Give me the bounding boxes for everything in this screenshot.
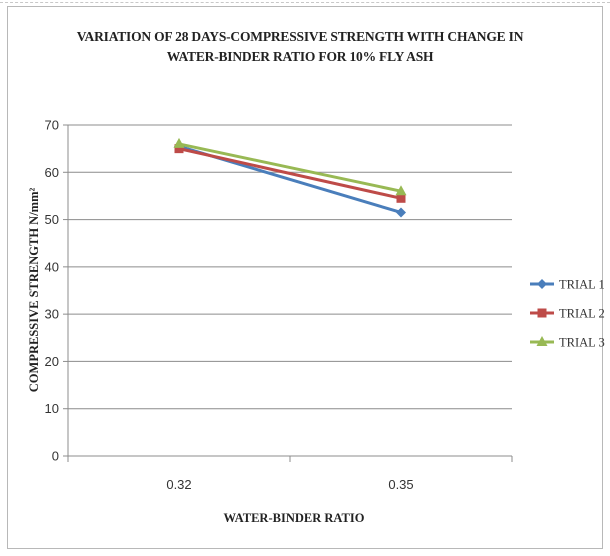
series-trial-3: [173, 137, 407, 196]
legend-label: TRIAL 1: [559, 278, 605, 292]
data-point: [173, 137, 185, 148]
legend-swatch-marker: [537, 279, 547, 289]
axes: [63, 124, 513, 462]
series-line: [178, 147, 402, 200]
legend-swatch-marker: [536, 336, 548, 346]
data-series: [173, 137, 407, 218]
data-point: [174, 144, 184, 154]
y-tick-label: 20: [45, 354, 59, 369]
y-tick-label: 70: [45, 118, 59, 133]
series-line: [178, 142, 402, 193]
y-tick-label: 10: [45, 401, 59, 416]
legend-swatch-marker: [537, 308, 547, 318]
legend-item: TRIAL 1: [530, 278, 605, 292]
y-tick-label: 30: [45, 307, 59, 322]
legend-label: TRIAL 2: [559, 307, 605, 321]
x-tick-label: 0.35: [388, 477, 413, 492]
x-tick-labels: 0.32 0.35: [166, 477, 413, 492]
y-tick-labels: 0 10 20 30 40 50 60 70: [45, 118, 59, 464]
chart-title: VARIATION OF 28 DAYS-COMPRESSIVE STRENGT…: [60, 27, 540, 67]
legend-item: TRIAL 2: [530, 307, 605, 321]
x-axis-title: WATER-BINDER RATIO: [224, 511, 365, 525]
data-point: [395, 185, 407, 196]
top-divider: [0, 2, 610, 3]
chart-title-line-1: VARIATION OF 28 DAYS-COMPRESSIVE STRENGT…: [76, 29, 524, 44]
y-tick-label: 0: [52, 449, 59, 464]
legend-item: TRIAL 3: [530, 336, 605, 350]
series-trial-2: [174, 144, 406, 203]
legend: TRIAL 1 TRIAL 2 TRIAL 3: [530, 278, 605, 350]
y-tick-label: 60: [45, 165, 59, 180]
legend-label: TRIAL 3: [559, 336, 605, 350]
series-trial-1: [174, 141, 406, 218]
y-axis-title: COMPRESSIVE STRENGTH N/mm²: [27, 188, 41, 393]
chart-frame: [7, 6, 603, 549]
y-tick-label: 50: [45, 212, 59, 227]
chart-title-line-2: WATER-BINDER RATIO FOR 10% FLY ASH: [166, 49, 434, 64]
x-tick-label: 0.32: [166, 477, 191, 492]
y-tick-label: 40: [45, 259, 59, 274]
data-point: [396, 193, 406, 203]
data-point: [396, 207, 406, 218]
